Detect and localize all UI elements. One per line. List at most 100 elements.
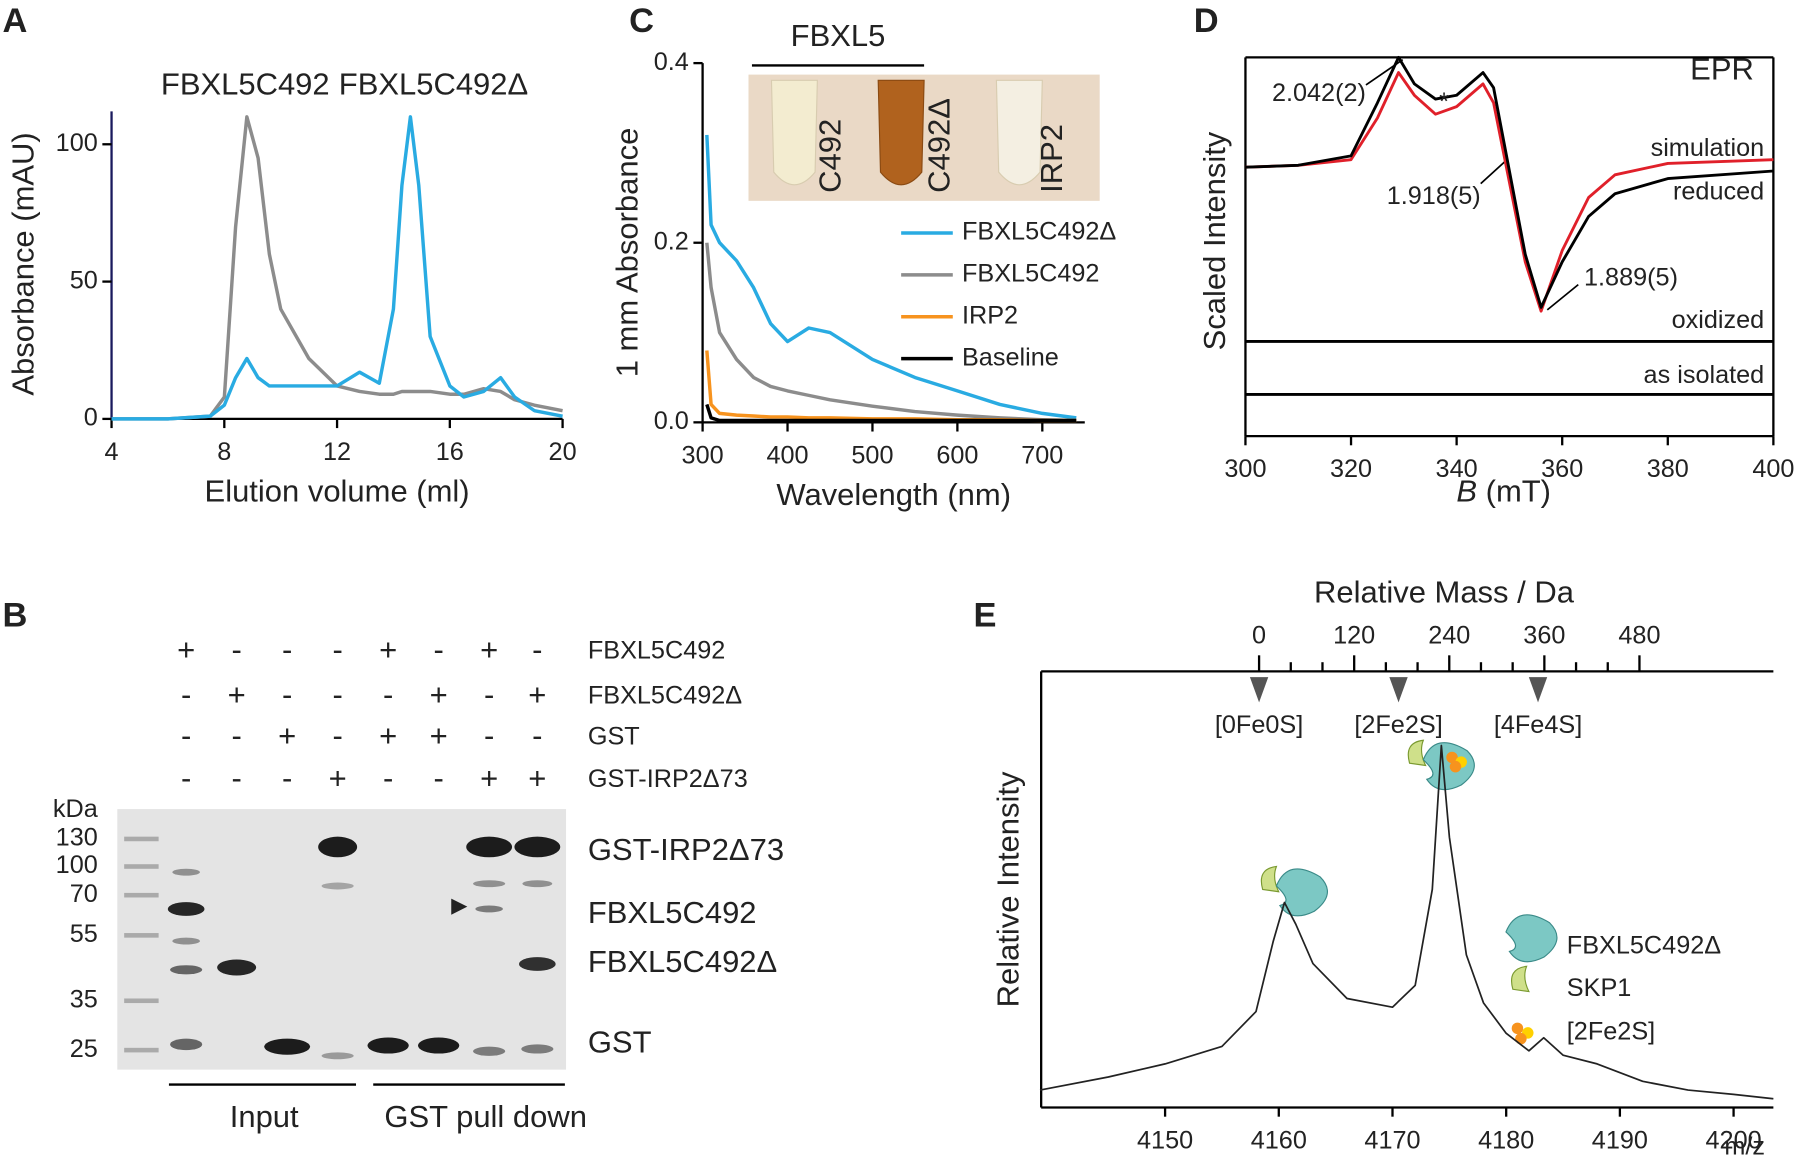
lane-sign: + [430,677,448,712]
series-line [1245,71,1774,313]
x2-tick-label: 360 [1523,622,1565,650]
marker-label: [2Fe2S] [1354,711,1442,739]
sample-label: C492Δ [922,98,957,193]
gel-band [167,902,205,916]
lane-sign: - [332,677,342,712]
x-tick-label: 4190 [1592,1127,1648,1155]
ladder-band [124,892,159,898]
gel-band [473,880,506,888]
x-tick-label: 700 [1021,441,1063,469]
x-tick-label: 400 [766,441,808,469]
x-tick-label: 8 [217,438,231,466]
x-tick-label: 4150 [1137,1127,1193,1155]
legend-label: Baseline [962,343,1059,371]
ladder-label: 130 [56,824,98,852]
series-line [1039,744,1774,1100]
arrowhead [451,898,468,915]
gel-band [514,836,561,858]
gel-band [170,1038,203,1051]
x2-tick-label: 240 [1428,622,1470,650]
lane-sign: + [329,761,347,796]
series-label: reduced [1673,177,1764,205]
series-line [705,242,1077,423]
ladder-label: 55 [70,920,98,948]
y-tick-label: 0.4 [654,48,689,76]
annotation: 1.889(5) [1584,264,1678,292]
x-unit: m/z [1724,1132,1765,1158]
gel-band [264,1038,311,1055]
legend-label: FBXL5C492 [962,260,1099,288]
series-line [111,115,563,421]
series-label: simulation [1651,134,1765,162]
sample-label: C492 [812,119,847,193]
lane-sign: + [480,761,498,796]
ladder-label: 100 [56,851,98,879]
lane-sign: + [528,677,546,712]
lane-sign: + [379,632,397,667]
lane-sign: - [181,677,191,712]
row-label: FBXL5C492Δ [588,681,742,709]
gel-band [321,1052,354,1060]
skp1-icon [1510,965,1530,993]
x-axis-label: Wavelength (nm) [776,477,1011,512]
complex-icon [1407,739,1475,791]
y-axis-label: Scaled Intensity [1197,131,1232,350]
gel-band [367,1037,409,1054]
lane-sign: - [282,677,292,712]
leader [1546,283,1579,311]
legend-label: [2Fe2S] [1567,1018,1655,1046]
x-tick-label: 4170 [1364,1127,1420,1155]
lane-sign: - [532,632,542,667]
gel-band [518,957,556,971]
ladder-label: 35 [70,985,98,1013]
ladder-unit: kDa [53,795,99,823]
series-line [1245,55,1774,309]
x-tick-label: 320 [1330,455,1372,483]
gel-band [170,965,203,975]
legend-label: IRP2 [962,301,1018,329]
x-tick-label: 600 [936,441,978,469]
group-label: Input [230,1099,299,1134]
x-tick-label: 4 [105,438,119,466]
lane-sign: - [332,718,342,753]
lane-sign: + [278,718,296,753]
sample-label: IRP2 [1034,124,1069,193]
ladder-label: 25 [70,1035,98,1063]
x2-tick-label: 0 [1252,622,1266,650]
x-tick-label: 12 [323,438,351,466]
panel-label: C [629,2,654,40]
tube [877,79,925,186]
ladder-band [124,864,159,869]
x-tick-label: 4160 [1251,1127,1307,1155]
lane-sign: - [532,718,542,753]
lane-sign: - [231,718,241,753]
gel-band [475,905,503,913]
y-axis-label: 1 mm Absorbance [609,128,644,378]
lane-sign: - [433,632,443,667]
row-label: GST [588,723,640,751]
x-tick-label: 4180 [1478,1127,1534,1155]
x2-axis-label: Relative Mass / Da [1314,575,1575,610]
gel-band [417,1037,460,1054]
gel-band [318,836,358,858]
group-label: GST pull down [384,1099,587,1134]
x2-tick-label: 120 [1333,622,1375,650]
ladder-band [124,933,159,938]
lane-sign: - [282,632,292,667]
y-tick-label: 50 [70,266,98,294]
mass-marker [1249,677,1269,703]
annotation: 2.042(2) [1272,79,1366,107]
legend-label: FBXL5C492Δ [339,66,528,101]
panel-label: B [3,597,28,635]
ladder-band [124,836,159,842]
inset-title: FBXL5 [791,18,886,53]
lane-sign: + [228,677,246,712]
chart-title: EPR [1690,51,1754,86]
x-label-symbol: B [1456,474,1477,509]
protein-icon [1505,914,1558,963]
lane-sign: + [430,718,448,753]
lane-sign: - [181,718,191,753]
series-line [705,134,1077,420]
ladder-band [124,998,159,1004]
